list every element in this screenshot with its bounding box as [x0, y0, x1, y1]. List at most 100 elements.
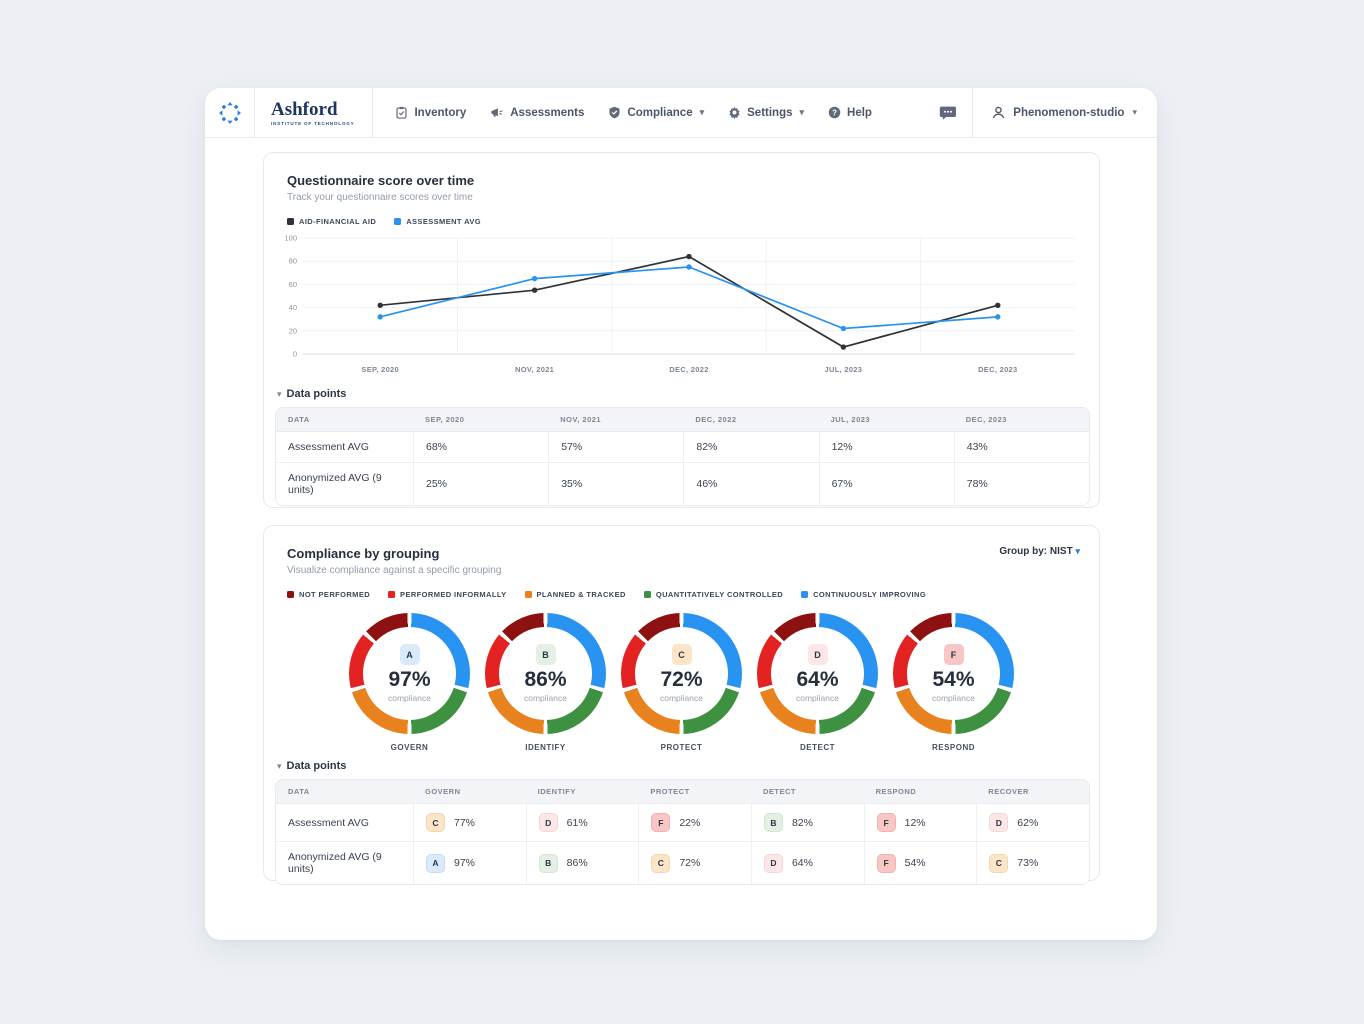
compliance-grouping-card: Compliance by grouping Visualize complia… [263, 525, 1100, 885]
cell-value: 62% [1017, 816, 1039, 829]
column-header: SEP, 2020 [413, 408, 549, 432]
chat-button[interactable] [923, 104, 972, 121]
grade-cell: C 77% [413, 804, 526, 841]
cell-value: 78% [953, 462, 1089, 505]
grade-cell: F 54% [863, 841, 977, 884]
score-data-table: DATA SEP, 2020 NOV, 2021 DEC, 2022 JUL, … [275, 407, 1090, 506]
line-chart: 0 20 40 60 80 100 SEP, 2020 NOV, 2021 DEC, 2022 J… [277, 230, 1088, 380]
grade-badge: D [807, 644, 828, 666]
donut-respond: F 54% compliance RESPOND [886, 613, 1022, 752]
grade-badge: C [671, 644, 692, 666]
legend-item-planned-tracked[interactable]: PLANNED & TRACKED [524, 590, 626, 599]
cell-value: 68% [413, 432, 549, 462]
donut-legend: NOT PERFORMED PERFORMED INFORMALLY PLANN… [287, 590, 1088, 599]
legend-item-performed-informally[interactable]: PERFORMED INFORMALLY [388, 590, 506, 599]
nav-item-inventory[interactable]: Inventory [385, 100, 476, 125]
grade-cell: F 22% [638, 804, 751, 841]
svg-text:100: 100 [284, 234, 297, 243]
column-header: IDENTIFY [525, 780, 639, 804]
compliance-percent: 64% [796, 668, 839, 692]
logo-dots-icon [218, 101, 241, 124]
legend-item-not-performed[interactable]: NOT PERFORMED [287, 590, 370, 599]
column-header: DATA [276, 408, 413, 432]
shield-check-icon [608, 106, 621, 119]
grade-cell: B 86% [525, 841, 639, 884]
row-label: Anonymized AVG (9 units) [276, 841, 413, 884]
grade-badge: D [763, 853, 783, 873]
brand[interactable]: Ashford INSTITUTE OF TECHNOLOGY [255, 88, 374, 137]
cell-value: 46% [683, 462, 819, 505]
account-menu[interactable]: Phenomenon-studio ▾ [972, 88, 1157, 137]
table-header-row: DATA SEP, 2020 NOV, 2021 DEC, 2022 JUL, … [276, 408, 1089, 432]
legend-item-assessment-avg[interactable]: ASSESSMENT AVG [394, 217, 481, 226]
nav-item-help[interactable]: ? Help [818, 100, 882, 125]
account-name: Phenomenon-studio [1013, 106, 1125, 119]
donut-ring[interactable]: F 54% compliance [893, 613, 1014, 734]
brand-subtitle: INSTITUTE OF TECHNOLOGY [271, 120, 355, 126]
collapse-triangle-icon: ▾ [277, 760, 282, 771]
svg-text:JUL, 2023: JUL, 2023 [825, 365, 863, 374]
questionnaire-score-card: Questionnaire score over time Track your… [263, 152, 1100, 508]
donut-label: IDENTIFY [525, 743, 566, 752]
donut-ring[interactable]: B 86% compliance [485, 613, 606, 734]
grade-cell: C 72% [638, 841, 751, 884]
donut-center: D 64% compliance [771, 627, 864, 720]
chevron-down-icon: ▾ [699, 107, 705, 117]
column-header: PROTECT [638, 780, 751, 804]
grade-badge: F [651, 813, 671, 832]
legend-swatch [287, 218, 294, 225]
card-title: Questionnaire score over time [287, 173, 475, 188]
cell-value: 64% [791, 857, 813, 869]
legend-swatch [801, 591, 809, 598]
compliance-caption: compliance [388, 692, 431, 703]
card-subtitle: Track your questionnaire scores over tim… [287, 192, 473, 203]
column-header: JUL, 2023 [818, 408, 954, 432]
group-by-dropdown[interactable]: Group by: NIST ▾ [999, 546, 1080, 557]
column-header: DETECT [750, 780, 864, 804]
nav-item-assessments[interactable]: Assessments [480, 100, 594, 125]
brand-name: Ashford [271, 98, 338, 120]
nav-item-compliance[interactable]: Compliance ▾ [598, 100, 714, 125]
data-points-toggle[interactable]: ▾ Data points [277, 388, 1088, 400]
grade-badge: B [538, 853, 558, 873]
nav-item-settings[interactable]: Settings ▾ [718, 100, 814, 125]
grade-badge: D [989, 813, 1009, 832]
donut-center: F 54% compliance [907, 627, 1000, 720]
compliance-caption: compliance [660, 692, 703, 703]
nav-item-label: Compliance [627, 106, 693, 119]
grade-badge: B [763, 813, 783, 832]
donut-label: GOVERN [390, 743, 429, 752]
donut-ring[interactable]: A 97% compliance [349, 613, 470, 734]
data-points-toggle[interactable]: ▾ Data points [277, 760, 1088, 772]
donut-ring[interactable]: D 64% compliance [757, 613, 878, 734]
cell-value: 97% [454, 857, 476, 869]
column-header: RECOVER [976, 780, 1089, 804]
nav-right: Phenomenon-studio ▾ [923, 88, 1157, 137]
svg-text:DEC, 2022: DEC, 2022 [669, 365, 708, 374]
grade-cell: B 82% [750, 804, 864, 841]
legend-item-quantitatively-controlled[interactable]: QUANTITATIVELY CONTROLLED [643, 590, 783, 599]
collapse-triangle-icon: ▾ [277, 388, 282, 399]
legend-item-aid-financial-aid[interactable]: AID-FINANCIAL AID [287, 217, 376, 226]
grade-badge: C [989, 853, 1009, 873]
donut-center: A 97% compliance [363, 627, 456, 720]
column-header: DATA [276, 780, 413, 804]
app-window: Ashford INSTITUTE OF TECHNOLOGY Inventor… [205, 88, 1157, 940]
app-logo[interactable] [205, 88, 255, 137]
nav-items: Inventory Assessments [373, 88, 923, 137]
chevron-down-icon: ▾ [1132, 107, 1137, 117]
table-row: Assessment AVG C 77% D 61% F 22% B 82% F 12% … [276, 804, 1089, 841]
data-points-label: Data points [286, 388, 347, 400]
help-circle-icon: ? [828, 106, 841, 119]
cell-value: 73% [1017, 857, 1039, 869]
svg-text:80: 80 [289, 257, 297, 266]
compliance-percent: 97% [388, 668, 431, 692]
grade-cell: D 61% [525, 804, 639, 841]
svg-text:20: 20 [289, 326, 297, 335]
donut-charts: A 97% compliance GOVERN B 86% compliance… [275, 613, 1088, 752]
grade-badge: A [399, 644, 420, 666]
row-label: Assessment AVG [276, 432, 413, 462]
donut-ring[interactable]: C 72% compliance [621, 613, 742, 734]
column-header: DEC, 2022 [683, 408, 819, 432]
legend-item-continuously-improving[interactable]: CONTINUOUSLY IMPROVING [801, 590, 926, 599]
